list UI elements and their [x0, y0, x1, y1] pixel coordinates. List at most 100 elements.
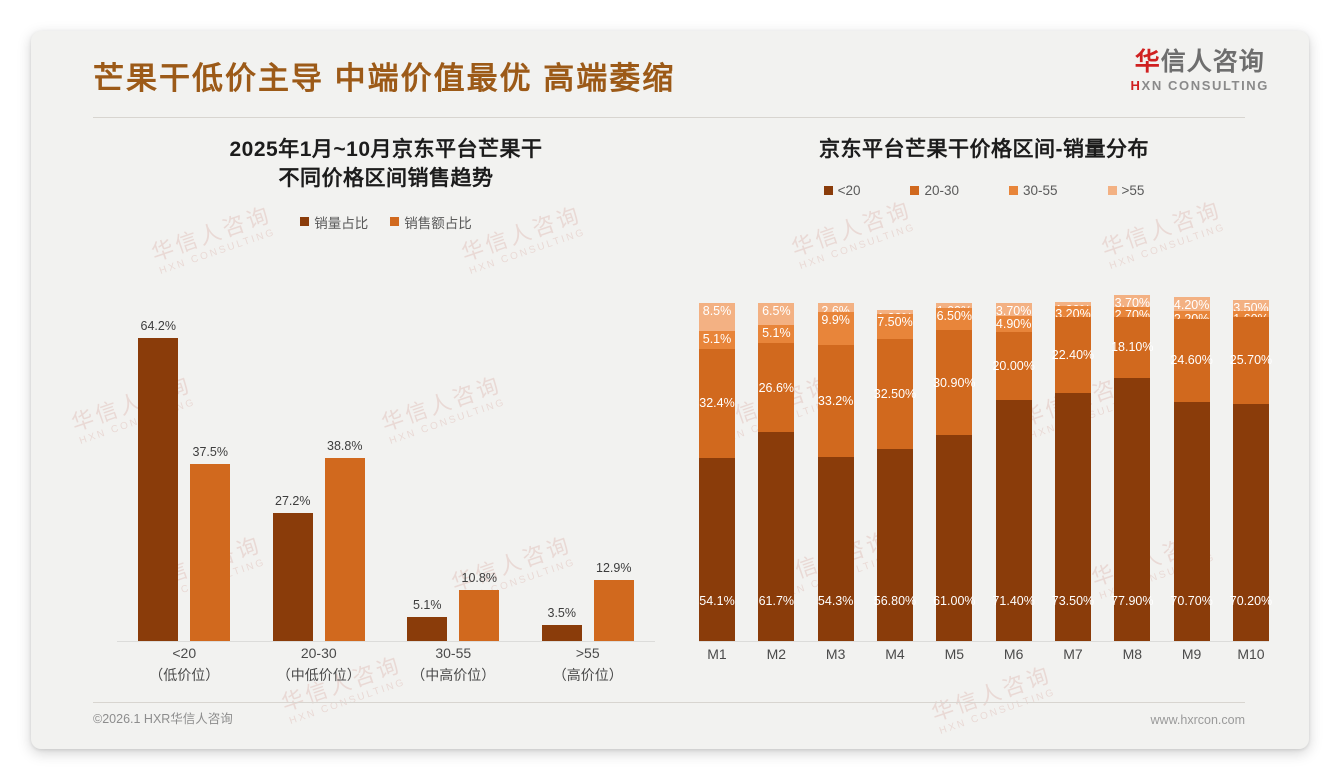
segment-value-label: 6.5%	[762, 304, 791, 319]
right-chart-legend: <20 20-30 30-55 >55	[691, 183, 1277, 198]
stacked-bar-segment[interactable]: 4.90%	[995, 315, 1032, 333]
bar[interactable]	[541, 624, 582, 641]
stacked-bar-segment[interactable]: 8.5%	[699, 302, 735, 332]
bar-column[interactable]: 37.5%	[190, 286, 231, 641]
stacked-bar-segment[interactable]: 61.7%	[758, 432, 795, 641]
stacked-bar-segment[interactable]: 18.10%	[1111, 316, 1154, 378]
bar-column[interactable]: 64.2%	[138, 286, 179, 641]
stacked-bar-segment[interactable]: 71.40%	[992, 399, 1035, 641]
stacked-bar-column[interactable]: 3.70% 4.90% 20.00% 71.40%	[992, 286, 1035, 641]
stacked-bar-segment[interactable]: 2.6%	[817, 303, 854, 317]
legend-label: 20-30	[924, 182, 959, 198]
logo-english-text: HXN CONSULTING	[1131, 78, 1269, 93]
legend-item[interactable]: 销售额占比	[390, 212, 472, 232]
legend-item[interactable]: <20	[823, 183, 860, 198]
legend-swatch-icon	[1107, 185, 1117, 195]
stacked-bar-segment[interactable]: 30.90%	[933, 330, 976, 435]
stacked-bar-segment[interactable]: 6.5%	[758, 303, 795, 326]
stacked-bar-segment[interactable]: 32.50%	[874, 339, 916, 450]
x-axis-tick-label: M2	[766, 646, 787, 662]
stacked-bar-segment[interactable]: 70.70%	[1170, 402, 1213, 641]
bar-column[interactable]: 27.2%	[272, 286, 313, 641]
x-axis-tick-range: <20	[172, 645, 197, 661]
stacked-bar-segment[interactable]: 5.1%	[699, 331, 735, 349]
bar[interactable]	[407, 616, 448, 641]
bar[interactable]	[593, 580, 634, 641]
stacked-bar-segment[interactable]: 9.9%	[817, 311, 854, 346]
legend-item[interactable]: 销量占比	[300, 212, 368, 232]
legend-item[interactable]: >55	[1107, 183, 1144, 198]
stacked-bar-column[interactable]: 3.50%1.60%25.70%70.20%	[1230, 286, 1272, 641]
stacked-bar-segment[interactable]: 5.1%	[758, 325, 795, 343]
stacked-bar-segment[interactable]: 70.20%	[1230, 403, 1272, 641]
stacked-bar-column[interactable]: 1.20%3.20%22.40%73.50%	[1052, 286, 1094, 641]
footer-divider	[93, 702, 1245, 703]
x-axis-tick-label: M5	[944, 646, 965, 662]
stacked-bar-segment[interactable]: 20.00%	[992, 332, 1035, 400]
logo-chars-rest: 信人咨询	[1160, 48, 1265, 76]
x-axis-tick-range: >55	[575, 645, 600, 661]
stacked-bar-column[interactable]: 1.60%6.50%30.90%61.00%	[933, 286, 976, 641]
right-chart-panel: 京东平台芒果干价格区间-销量分布 <20 20-30 30-55 >55 8.5% 5.…	[691, 136, 1277, 716]
stacked-bar-segment[interactable]: 2.70%	[1114, 307, 1151, 321]
stacked-bar-segment[interactable]: 33.2%	[817, 345, 854, 458]
bar[interactable]	[459, 590, 500, 641]
legend-label: 30-55	[1023, 182, 1058, 198]
stacked-bar-column[interactable]: 6.5% 5.1% 26.6% 61.7%	[758, 286, 795, 641]
stacked-bar-segment[interactable]: 6.50%	[936, 308, 973, 331]
legend-item[interactable]: 30-55	[1009, 183, 1058, 198]
legend-swatch-icon	[300, 217, 310, 227]
stacked-bar-segment[interactable]: 32.4%	[699, 348, 735, 459]
bar[interactable]	[190, 464, 231, 641]
stacked-bar-segment[interactable]: 54.1%	[699, 458, 735, 641]
bar-column[interactable]: 38.8%	[324, 286, 365, 641]
stacked-bar-segment[interactable]: 2.20%	[1173, 311, 1210, 325]
legend-swatch-icon	[1009, 185, 1018, 195]
segment-value-label: 26.6%	[758, 380, 795, 395]
page-title: 芒果干低价主导 中端价值最优 高端萎缩	[93, 61, 676, 96]
stacked-bar-segment[interactable]: 61.00%	[933, 434, 976, 641]
stacked-bar-column[interactable]: 1.20%7.50%32.50%56.80%	[874, 286, 916, 641]
bar[interactable]	[272, 512, 313, 641]
x-axis-tick-sublabel: （中低价位）	[276, 666, 361, 683]
segment-value-label: 54.3%	[817, 593, 854, 608]
stacked-bar-segment[interactable]: 56.80%	[874, 449, 916, 641]
stacked-bar-column[interactable]: 2.6%9.9% 33.2% 54.3%	[817, 286, 854, 641]
bar[interactable]	[138, 338, 179, 641]
stacked-bar-column[interactable]: 4.20%2.20% 24.60% 70.70%	[1170, 286, 1213, 641]
segment-value-label: 3.70%	[1114, 295, 1151, 310]
grouped-bar-chart: 64.2% 37.5% 27.2% 38.8% 5.1% 10.8% 3.5% 12.9% <…	[93, 286, 679, 711]
stacked-bar-segment[interactable]: 54.3%	[817, 457, 854, 641]
legend-item[interactable]: 20-30	[910, 183, 959, 198]
stacked-bar-segment[interactable]: 3.50%	[1232, 299, 1269, 314]
stacked-bar-segment[interactable]: 4.20%	[1173, 297, 1210, 312]
stacked-bar-column[interactable]: 8.5% 5.1% 32.4% 54.1%	[699, 286, 735, 641]
stacked-bar-segment[interactable]: 7.50%	[876, 313, 913, 340]
logo-char-hua: 华	[1134, 48, 1161, 76]
stacked-bar-segment[interactable]: 26.6%	[758, 342, 795, 433]
stacked-bar-segment[interactable]: 25.70%	[1230, 316, 1272, 404]
stacked-bar-segment[interactable]: 3.70%	[1114, 294, 1151, 310]
stacked-bar-column[interactable]: 3.70% 2.70% 18.10% 77.90%	[1111, 286, 1154, 641]
stacked-bar-segment[interactable]: 73.50%	[1052, 392, 1094, 641]
stacked-bar-segment[interactable]: 22.40%	[1052, 316, 1094, 393]
header-divider	[93, 117, 1245, 118]
stacked-bar-plot-area: 8.5% 5.1% 32.4% 54.1% 6.5% 5.1% 26.6% 61.7% 2.6%…	[699, 286, 1272, 642]
bar-column[interactable]: 12.9%	[593, 286, 634, 641]
bar-column[interactable]: 10.8%	[459, 286, 500, 641]
stacked-bar-segment[interactable]: 77.90%	[1111, 377, 1154, 641]
bar-column[interactable]: 5.1%	[407, 286, 448, 641]
stacked-bar-segment[interactable]: 24.60%	[1170, 318, 1213, 403]
x-axis-tick-sublabel: （低价位）	[149, 666, 220, 683]
stacked-bar-segment[interactable]: 3.20%	[1054, 306, 1091, 320]
segment-value-label: 6.50%	[936, 309, 973, 324]
x-axis-tick-label: M3	[825, 646, 846, 662]
stacked-bar-segment[interactable]: 3.70%	[995, 303, 1032, 317]
right-chart-title: 京东平台芒果干价格区间-销量分布	[691, 136, 1277, 165]
bar[interactable]	[324, 458, 365, 641]
legend-swatch-icon	[390, 217, 400, 227]
left-chart-legend: 销量占比 销售额占比	[93, 212, 679, 232]
bar-column[interactable]: 3.5%	[541, 286, 582, 641]
x-axis-tick-label: M10	[1237, 646, 1265, 662]
left-chart-title: 2025年1月~10月京东平台芒果干 不同价格区间销售趋势	[93, 136, 679, 194]
